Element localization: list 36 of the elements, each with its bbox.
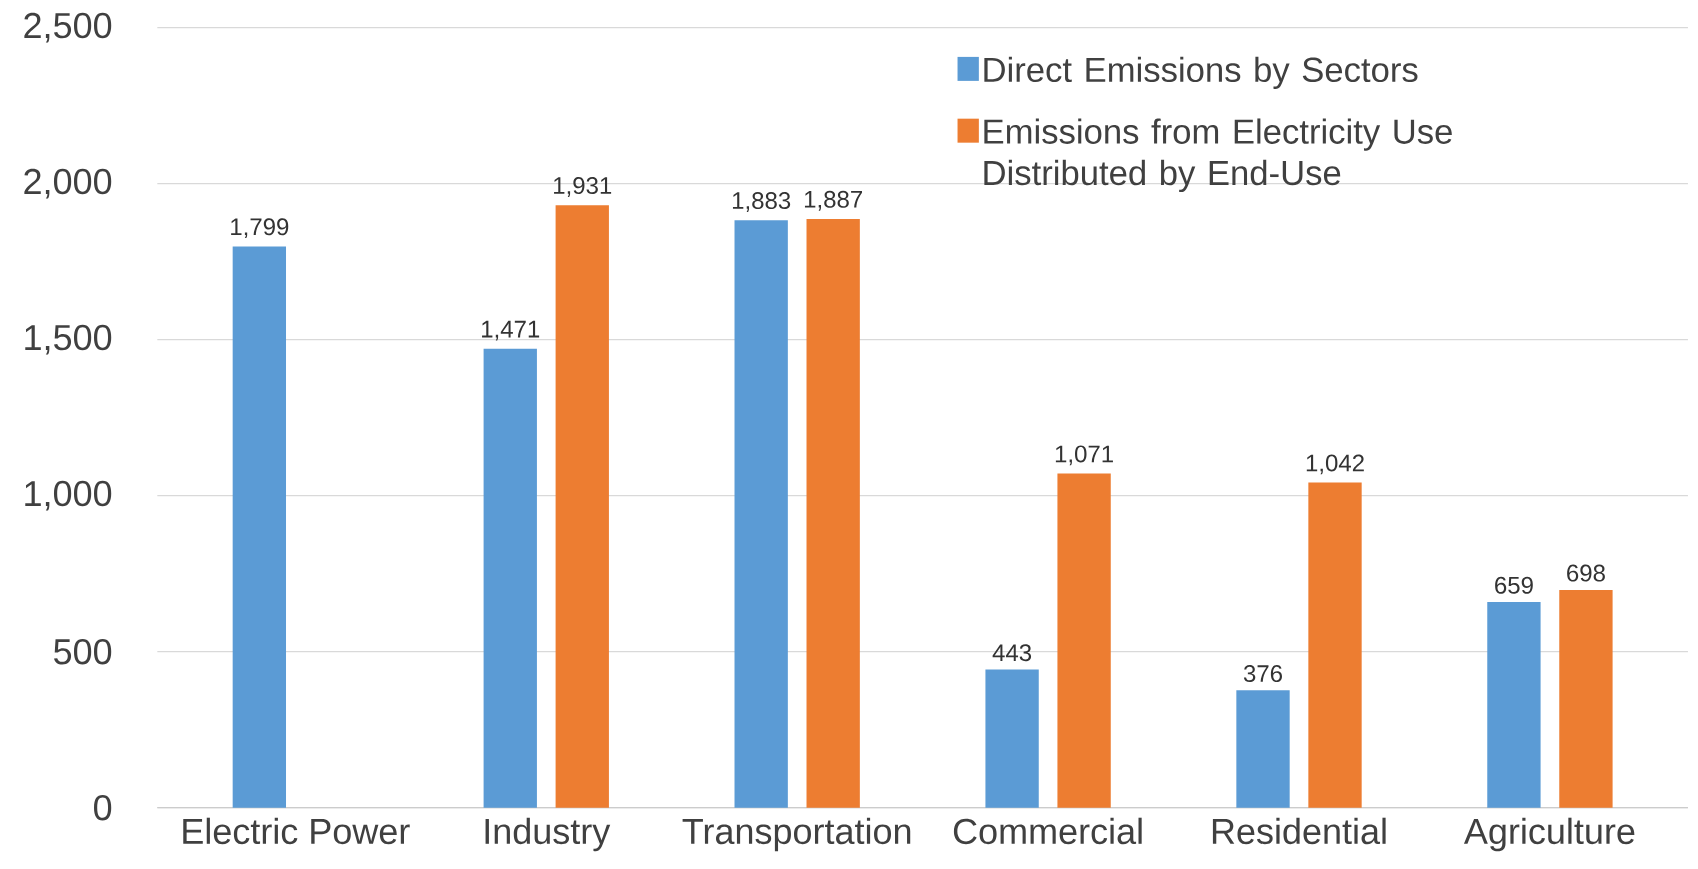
bar <box>555 205 609 808</box>
data-label: 659 <box>1495 576 1533 594</box>
data-label: 376 <box>1243 665 1282 683</box>
y-tick-label: 2,500 <box>24 12 112 43</box>
legend-label: Emissions from Electricity Use Distributed by End-Use <box>984 118 1452 193</box>
bar <box>1487 602 1541 808</box>
data-label: 1,799 <box>231 218 289 239</box>
x-tick-label: Electric Power <box>183 817 410 845</box>
data-label: 443 <box>992 644 1032 662</box>
bar <box>985 669 1039 808</box>
bar <box>1559 589 1613 808</box>
bar <box>1057 473 1111 808</box>
y-tick-label: 1,500 <box>25 324 112 355</box>
y-tick-label: 2,000 <box>24 168 112 199</box>
data-label: 1,887 <box>804 190 862 211</box>
x-tick-label: Transportation <box>682 817 911 852</box>
x-tick-label: Commercial <box>953 817 1142 845</box>
data-label: 1,931 <box>554 177 612 197</box>
data-label: 1,471 <box>482 320 540 341</box>
y-tick-label: 0 <box>94 794 112 821</box>
legend-label: Direct Emissions by Sectors <box>984 56 1418 89</box>
bar <box>1236 690 1290 808</box>
x-tick-label: Residential <box>1212 817 1386 845</box>
x-tick-label: Agriculture <box>1463 817 1635 852</box>
bar <box>232 246 287 808</box>
bar <box>1308 482 1362 808</box>
y-tick-label: 500 <box>54 638 112 665</box>
data-label: 698 <box>1567 564 1605 582</box>
x-tick-label: Industry <box>485 817 611 852</box>
y-tick-label: 1,000 <box>25 480 112 511</box>
bar <box>734 220 788 808</box>
data-label: 1,883 <box>732 192 791 212</box>
bar <box>483 348 537 808</box>
data-label: 1,042 <box>1306 454 1364 475</box>
bar <box>806 218 860 808</box>
data-label: 1,071 <box>1055 445 1113 466</box>
